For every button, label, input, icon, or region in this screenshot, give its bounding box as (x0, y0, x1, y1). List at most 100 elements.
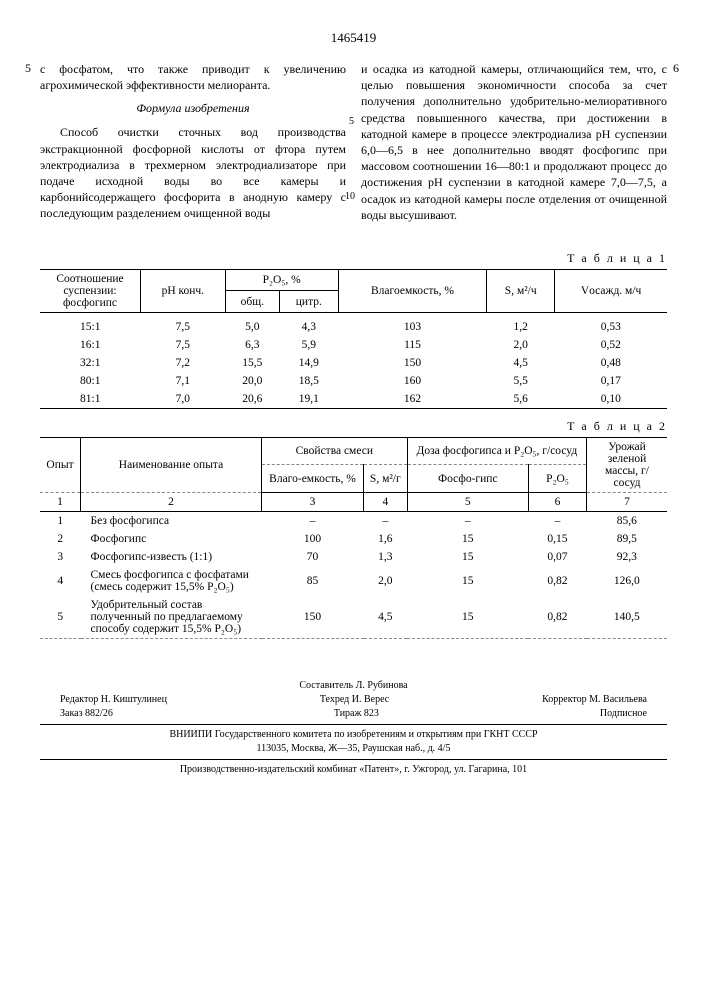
table-row: 16:17,56,35,91152,00,52 (40, 336, 667, 354)
t2-h-p2o5: P₂O₅ (528, 465, 586, 493)
table-cell: 140,5 (587, 596, 668, 639)
table-cell: 0,52 (555, 336, 667, 354)
t2-h-name: Наименование опыта (81, 437, 262, 492)
table-cell: 1,3 (364, 548, 408, 566)
table-cell: 5,6 (487, 390, 555, 409)
table-cell: 32:1 (40, 354, 141, 372)
table-cell: Смесь фосфогипса с фосфатами (смесь соде… (81, 566, 262, 596)
table-2: Опыт Наименование опыта Свойства смеси Д… (40, 437, 667, 639)
footer-order: Заказ 882/26 (60, 707, 113, 721)
table-cell: 15 (407, 566, 528, 596)
table-cell: 0,07 (528, 548, 586, 566)
table-cell: 80:1 (40, 372, 141, 390)
table-cell: 0,82 (528, 566, 586, 596)
t1-h-ph: pH конч. (141, 269, 226, 312)
table-cell: 150 (262, 596, 364, 639)
table-cell: 5 (40, 596, 81, 639)
footer-compiler: Составитель Л. Рубинова (40, 679, 667, 693)
table-cell: 7,5 (141, 312, 226, 336)
table-cell: 81:1 (40, 390, 141, 409)
table-cell: 162 (338, 390, 487, 409)
t2-colnum-2: 2 (81, 492, 262, 511)
right-para-1: и осадка из катодной камеры, отличающийс… (361, 61, 667, 223)
table-row: 80:17,120,018,51605,50,17 (40, 372, 667, 390)
table-cell: 15,5 (225, 354, 279, 372)
t2-colnum-7: 7 (587, 492, 668, 511)
table-cell: 18,5 (279, 372, 338, 390)
table-cell: 3 (40, 548, 81, 566)
table-cell: 70 (262, 548, 364, 566)
t2-h-dose: Доза фосфогипса и P₂O₅, г/сосуд (407, 437, 586, 465)
table-row: 2Фосфогипс1001,6150,1589,5 (40, 530, 667, 548)
table-cell: 7,1 (141, 372, 226, 390)
table-cell: 16:1 (40, 336, 141, 354)
t2-colnum-5: 5 (407, 492, 528, 511)
table-cell: 2 (40, 530, 81, 548)
table-cell: Фосфогипс (81, 530, 262, 548)
table-row: 5Удобрительный состав полученный по пред… (40, 596, 667, 639)
table-cell: 14,9 (279, 354, 338, 372)
table2-label: Т а б л и ц а 2 (40, 419, 667, 434)
table-cell: 2,0 (364, 566, 408, 596)
table-cell: 0,10 (555, 390, 667, 409)
table-cell: – (528, 511, 586, 530)
table-cell: 115 (338, 336, 487, 354)
t2-h-s: S, м²/г (364, 465, 408, 493)
table-cell: 0,15 (528, 530, 586, 548)
table-cell: 85,6 (587, 511, 668, 530)
table-cell: 92,3 (587, 548, 668, 566)
table-cell: 7,5 (141, 336, 226, 354)
t2-h-fg: Фосфо-гипс (407, 465, 528, 493)
footer-addr: 113035, Москва, Ж—35, Раушская наб., д. … (40, 742, 667, 756)
footer-print: Производственно-издательский комбинат «П… (40, 763, 667, 777)
right-col-number: 6 (673, 61, 679, 76)
table-row: 15:17,55,04,31031,20,53 (40, 312, 667, 336)
table-cell: 0,82 (528, 596, 586, 639)
left-col-number: 5 (25, 61, 31, 76)
table-cell: 160 (338, 372, 487, 390)
footer-techred: Техред И. Верес (320, 693, 389, 707)
t2-colnum-4: 4 (364, 492, 408, 511)
table-cell: 89,5 (587, 530, 668, 548)
table-cell: 20,0 (225, 372, 279, 390)
formula-title: Формула изобретения (40, 101, 346, 116)
table-cell: 85 (262, 566, 364, 596)
t1-h-p2o5-citr: цитр. (279, 291, 338, 313)
table-cell: 7,0 (141, 390, 226, 409)
t2-h-vlago: Влаго-емкость, % (262, 465, 364, 493)
footer-org: ВНИИПИ Государственного комитета по изоб… (40, 728, 667, 742)
footer-tirage: Тираж 823 (334, 707, 379, 721)
t2-h-yield: Урожай зеленой массы, г/сосуд (587, 437, 668, 492)
text-columns: 5 с фосфатом, что также приводит к увели… (40, 61, 667, 231)
table-cell: 20,6 (225, 390, 279, 409)
table-cell: Фосфогипс-известь (1:1) (81, 548, 262, 566)
table-cell: 100 (262, 530, 364, 548)
table-cell: 126,0 (587, 566, 668, 596)
table-cell: 4,3 (279, 312, 338, 336)
left-para-1: с фосфатом, что также приводит к увеличе… (40, 61, 346, 93)
t2-h-props: Свойства смеси (262, 437, 408, 465)
table-cell: Удобрительный состав полученный по предл… (81, 596, 262, 639)
t2-colnum-1: 1 (40, 492, 81, 511)
table-cell: – (364, 511, 408, 530)
table-cell: 7,2 (141, 354, 226, 372)
table-cell: 103 (338, 312, 487, 336)
table-cell: 2,0 (487, 336, 555, 354)
t1-h-vlago: Влагоемкость, % (338, 269, 487, 312)
table-cell: 4 (40, 566, 81, 596)
line-number-5: 5 (349, 116, 354, 127)
right-column: 6 5 10 и осадка из катодной камеры, отли… (361, 61, 667, 231)
t1-h-p2o5: P₂O₅, % (225, 269, 338, 291)
table-cell: 19,1 (279, 390, 338, 409)
table-cell: 0,53 (555, 312, 667, 336)
t1-h-ratio: Соотношение суспензии: фосфогипс (40, 269, 141, 312)
table-cell: 15 (407, 530, 528, 548)
footer-corrector: Корректор М. Васильева (542, 693, 647, 707)
table-cell: 5,0 (225, 312, 279, 336)
t2-h-num: Опыт (40, 437, 81, 492)
table-cell: – (407, 511, 528, 530)
table-cell: Без фосфогипса (81, 511, 262, 530)
document-number: 1465419 (40, 30, 667, 46)
table-row: 1Без фосфогипса––––85,6 (40, 511, 667, 530)
footer-editor: Редактор Н. Киштулинец (60, 693, 167, 707)
